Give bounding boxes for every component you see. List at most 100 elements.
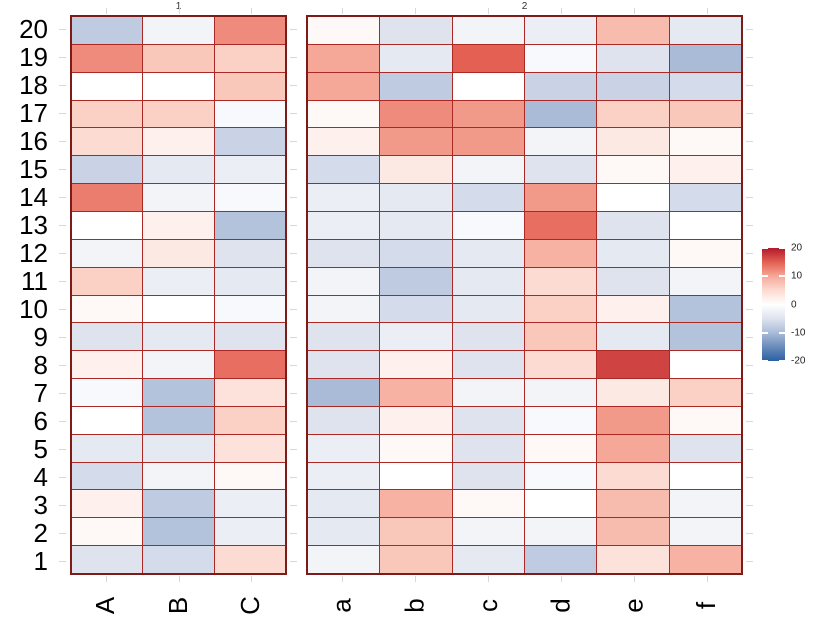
y-axis-label: 7 bbox=[33, 378, 48, 408]
heatmap-cell bbox=[380, 156, 452, 184]
x-axis-label-text: B bbox=[163, 596, 193, 614]
axis-tick bbox=[290, 225, 297, 226]
heatmap-cell bbox=[669, 239, 741, 267]
heatmap-cell bbox=[308, 462, 380, 490]
colorbar-tick bbox=[762, 275, 768, 278]
heatmap-cell bbox=[143, 211, 214, 239]
axis-tick bbox=[290, 29, 297, 30]
axis-tick bbox=[488, 576, 490, 582]
heatmap-cell bbox=[452, 490, 524, 518]
y-axis-label: 12 bbox=[19, 238, 48, 268]
heatmap-cell bbox=[669, 128, 741, 156]
heatmap-cell bbox=[143, 239, 214, 267]
axis-tick bbox=[290, 309, 297, 310]
heatmap-cell bbox=[143, 434, 214, 462]
heatmap-cell bbox=[597, 518, 669, 546]
axis-tick bbox=[746, 477, 753, 478]
axis-tick bbox=[746, 533, 753, 534]
heatmap-cell bbox=[452, 100, 524, 128]
y-axis-label: 13 bbox=[19, 210, 48, 240]
heatmap-cell bbox=[525, 462, 597, 490]
heatmap-cell bbox=[143, 17, 214, 44]
heatmap-cell bbox=[380, 184, 452, 211]
y-axis-label: 15 bbox=[19, 154, 48, 184]
x-axis-label-text: e bbox=[618, 597, 649, 613]
heatmap-panel-1 bbox=[70, 15, 287, 575]
y-axis-label: 16 bbox=[19, 126, 48, 156]
axis-tick bbox=[560, 8, 562, 14]
heatmap-cell bbox=[597, 239, 669, 267]
axis-tick bbox=[59, 29, 66, 30]
heatmap-cell bbox=[72, 72, 143, 100]
heatmap-cell bbox=[525, 490, 597, 518]
x-axis-label-text: A bbox=[90, 596, 121, 614]
axis-tick bbox=[178, 576, 180, 582]
y-axis-label: 3 bbox=[33, 490, 48, 520]
heatmap-cell bbox=[597, 434, 669, 462]
heatmap-cell bbox=[380, 406, 452, 434]
axis-tick bbox=[59, 477, 66, 478]
heatmap-cell bbox=[525, 434, 597, 462]
heatmap-cell bbox=[597, 44, 669, 72]
heatmap-cell bbox=[525, 156, 597, 184]
y-axis-label: 8 bbox=[33, 350, 48, 380]
heatmap-cell bbox=[380, 351, 452, 379]
heatmap-cell bbox=[380, 379, 452, 406]
axis-tick bbox=[59, 449, 66, 450]
axis-tick bbox=[59, 337, 66, 338]
heatmap-cell bbox=[525, 351, 597, 379]
y-axis-label: 18 bbox=[19, 70, 48, 100]
axis-tick bbox=[290, 169, 297, 170]
heatmap-cell bbox=[72, 406, 143, 434]
x-axis-label-text: a bbox=[326, 597, 357, 613]
heatmap-cell bbox=[669, 17, 741, 44]
y-axis-label: 5 bbox=[33, 434, 48, 464]
axis-tick bbox=[290, 505, 297, 506]
heatmap-cell bbox=[308, 518, 380, 546]
heatmap-cell bbox=[308, 211, 380, 239]
heatmap-cell bbox=[452, 184, 524, 211]
heatmap-cell bbox=[143, 267, 214, 295]
heatmap-cell bbox=[669, 72, 741, 100]
heatmap-cell bbox=[308, 184, 380, 211]
axis-tick bbox=[290, 337, 297, 338]
heatmap-cell bbox=[214, 462, 285, 490]
axis-tick bbox=[178, 8, 180, 14]
heatmap-cell bbox=[525, 44, 597, 72]
heatmap-cell bbox=[452, 434, 524, 462]
heatmap-cell bbox=[597, 128, 669, 156]
axis-tick bbox=[59, 85, 66, 86]
heatmap-cell bbox=[669, 379, 741, 406]
heatmap-cell bbox=[308, 267, 380, 295]
axis-tick bbox=[59, 57, 66, 58]
heatmap-cell bbox=[72, 44, 143, 72]
heatmap-cell bbox=[669, 267, 741, 295]
colorbar-tick-label: 20 bbox=[791, 242, 803, 254]
heatmap-cell bbox=[380, 518, 452, 546]
heatmap-cell bbox=[380, 323, 452, 351]
x-axis-label-text: b bbox=[399, 597, 430, 613]
axis-tick bbox=[706, 8, 708, 14]
axis-tick bbox=[59, 393, 66, 394]
heatmap-cell bbox=[525, 184, 597, 211]
axis-tick bbox=[746, 29, 753, 30]
y-axis-label: 10 bbox=[19, 294, 48, 324]
y-axis-label: 11 bbox=[21, 266, 48, 296]
heatmap-cell bbox=[380, 267, 452, 295]
colorbar-tick-label: 0 bbox=[791, 299, 797, 310]
heatmap-cell bbox=[308, 17, 380, 44]
axis-tick bbox=[290, 477, 297, 478]
heatmap-cell bbox=[143, 490, 214, 518]
axis-tick bbox=[746, 57, 753, 58]
heatmap-cell bbox=[597, 267, 669, 295]
heatmap-cell bbox=[72, 17, 143, 44]
heatmap-cell bbox=[308, 100, 380, 128]
heatmap-cell bbox=[525, 518, 597, 546]
heatmap-cell bbox=[143, 379, 214, 406]
x-axis-label: A bbox=[84, 582, 128, 628]
heatmap-cell bbox=[308, 239, 380, 267]
heatmap-panel-2 bbox=[306, 15, 743, 575]
colorbar-tick bbox=[762, 331, 768, 334]
heatmap-cell bbox=[597, 462, 669, 490]
heatmap-cell bbox=[452, 72, 524, 100]
